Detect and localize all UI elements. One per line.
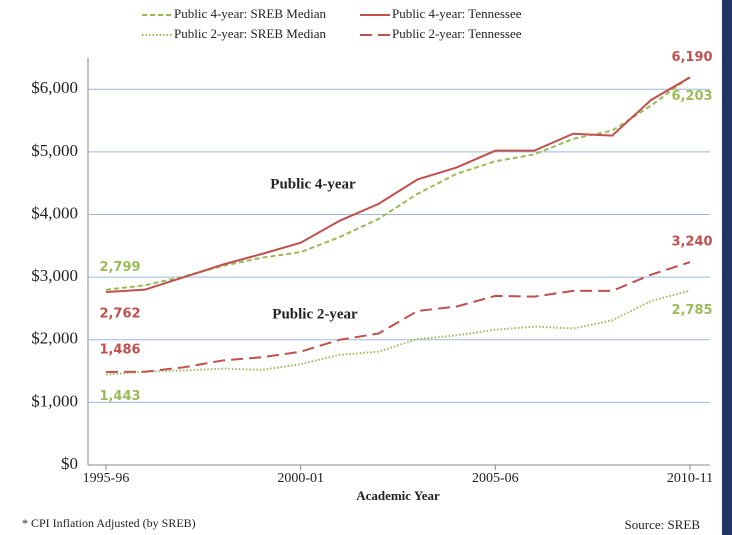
value-label: 2,799 [99,260,140,275]
value-label: 1,443 [99,389,140,404]
value-label: 1,486 [99,342,140,357]
x-tick-label: 2000-01 [277,471,324,486]
series-line [105,261,691,373]
value-label: 6,203 [671,89,712,104]
x-axis-label: Academic Year [356,488,440,503]
annotation: Public 2-year [272,306,358,322]
side-strip [722,0,732,535]
value-label: 2,762 [99,307,140,322]
y-tick-label: $5,000 [31,141,78,160]
x-tick-label: 1995-96 [83,471,130,486]
legend-label: Public 4-year: SREB Median [174,6,327,21]
x-tick-label: 2010-11 [667,471,713,486]
value-label: 2,785 [671,303,712,318]
series-line [105,76,691,294]
legend-label: Public 2-year: Tennessee [392,26,522,41]
y-tick-label: $3,000 [31,266,78,285]
y-tick-label: $4,000 [31,203,78,222]
y-tick-label: $2,000 [31,329,78,348]
footnote: * CPI Inflation Adjusted (by SREB) [22,516,196,530]
annotation: Public 4-year [270,176,356,192]
value-label: 6,190 [671,50,712,65]
series-line [105,289,691,376]
y-tick-label: $6,000 [31,78,78,97]
y-tick-label: $1,000 [31,391,78,410]
series-line [105,75,691,291]
legend-label: Public 4-year: Tennessee [392,6,522,21]
x-tick-label: 2005-06 [472,471,519,486]
y-tick-label: $0 [61,454,78,473]
value-label: 3,240 [671,235,712,250]
source: Source: SREB [625,517,701,532]
legend-label: Public 2-year: SREB Median [174,26,327,41]
